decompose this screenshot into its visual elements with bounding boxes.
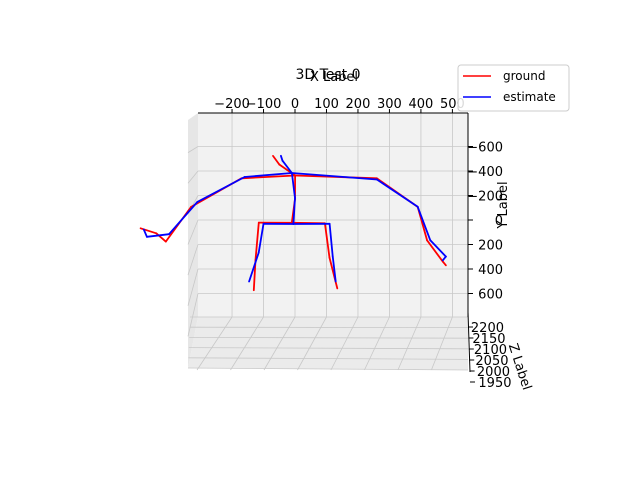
x-tick-label: 200	[346, 97, 371, 112]
x-tick-label: 0	[291, 97, 299, 112]
x-axis-label: X Label	[310, 70, 358, 85]
grid-lines	[187, 113, 469, 371]
estimate-bone-r_hand-r_finger	[142, 228, 148, 238]
estimate-bone-r_hip-r_knee	[257, 222, 265, 254]
series-estimate-bones	[142, 154, 447, 283]
floor-grid-line	[196, 316, 233, 371]
estimate-bone-neck-r_shoulder	[243, 172, 293, 178]
y-tick-label: 200	[478, 239, 503, 254]
axes-panes	[188, 113, 468, 370]
estimate-bone-spine-neck	[290, 172, 296, 199]
ground-bone-r_hip-r_knee	[254, 221, 260, 261]
y-tick-label: −400	[467, 165, 503, 180]
depth-grid-line	[189, 336, 469, 339]
side-grid-line	[187, 293, 199, 337]
floor-grid-line	[263, 316, 296, 371]
z-tick-label: 2000	[477, 365, 510, 380]
ground-bone-neck-r_shoulder	[240, 174, 297, 180]
estimate-bone-neck-l_shoulder	[290, 172, 378, 181]
estimate-bone-l_hip-l_knee	[328, 222, 334, 258]
y-tick-label: 600	[478, 288, 503, 303]
y-tick-label: −600	[467, 141, 503, 156]
legend: ground estimate	[457, 64, 570, 112]
side-grid-line	[187, 219, 199, 245]
z-tick-label: 2150	[472, 332, 505, 347]
x-tick-label: 300	[377, 97, 402, 112]
z-tick-label: 2200	[471, 321, 504, 336]
ground-bone-l_knee-l_ankle	[328, 256, 339, 290]
depth-grid-line	[188, 347, 469, 350]
y-tick-label: 0	[495, 214, 503, 229]
estimate-bone-pelvis-spine	[292, 196, 296, 225]
x-tick-labels: −200−100 0 100 200 300 400 500	[214, 97, 465, 113]
ground-bone-r_hand-r_finger	[139, 227, 158, 235]
floor-grid-line	[431, 316, 453, 371]
side-grid-line	[187, 146, 199, 153]
ground-bone-l_hip-l_knee	[323, 222, 331, 259]
y-tick-label: −200	[467, 190, 503, 205]
side-grid-line	[187, 170, 199, 184]
estimate-bone-r_shoulder-r_elbow	[196, 176, 246, 203]
estimate-bone-r_wrist-r_hand	[145, 233, 170, 238]
estimate-bone-neck-head	[281, 159, 293, 174]
estimate-bone-l_elbow-l_wrist	[416, 205, 432, 242]
legend-ground-label: ground	[503, 69, 545, 83]
z-axis-line	[467, 311, 471, 373]
y-tick-labels: −600 −400 −200 0 200 400 600	[467, 141, 503, 303]
floor-pane	[188, 317, 468, 370]
back-pane	[198, 113, 468, 317]
ground-bone-l_wrist-l_hand	[426, 239, 444, 263]
z-tick-label: 2050	[475, 354, 508, 369]
y-axis-label: Y Label	[496, 181, 511, 229]
estimate-bone-l_knee-l_ankle	[331, 255, 337, 283]
legend-estimate-label: estimate	[503, 90, 556, 104]
chart-title: 3D Test 0	[295, 67, 360, 83]
floor-grid-line	[330, 316, 359, 371]
estimate-bone-r_knee-r_ankle	[248, 251, 260, 283]
estimate-bone-l_wrist-l_hand	[429, 239, 447, 258]
y-tick-label: 400	[478, 263, 503, 278]
floor-grid-line	[397, 316, 422, 371]
ground-bone-head-head_top	[272, 154, 281, 166]
depth-grid-line	[188, 357, 469, 360]
estimate-bone-l_shoulder-l_elbow	[375, 178, 419, 208]
floor-grid-line	[364, 316, 390, 371]
x-tick-label: 400	[409, 97, 434, 112]
side-grid-line	[187, 244, 199, 276]
x-tick-label: −200	[214, 97, 250, 112]
x-tick-label: 100	[314, 97, 339, 112]
ground-bone-l_hand-l_finger	[441, 260, 447, 267]
y-axis: −600 −400 −200 0 200 400 600 Y Label	[467, 113, 511, 317]
estimate-bone-l_hand-l_finger	[441, 255, 447, 262]
depth-grid-line	[187, 367, 469, 371]
x-tick-label: −100	[246, 97, 282, 112]
floor-grid-line	[230, 316, 264, 371]
estimate-bone-r_elbow-r_wrist	[168, 200, 199, 236]
z-tick-label: 2100	[474, 343, 507, 358]
z-tick-label: 1950	[478, 376, 511, 391]
side-grid-line	[187, 268, 199, 306]
floor-grid-line	[297, 316, 327, 371]
estimate-bone-head-head_top	[279, 154, 284, 162]
